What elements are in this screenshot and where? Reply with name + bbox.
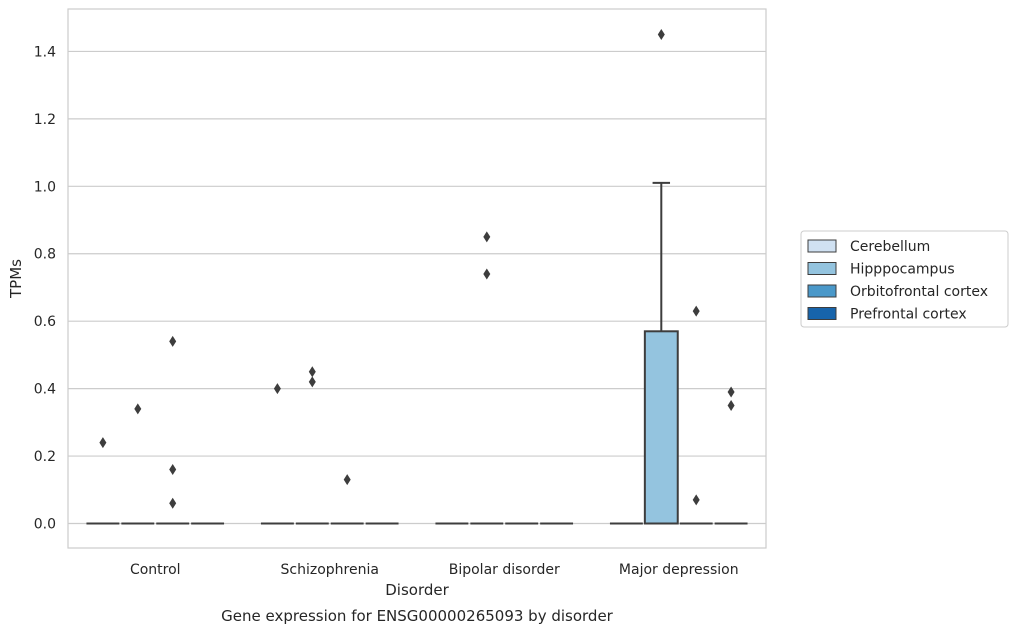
outlier-point [169,497,177,509]
box-hipppocampus [643,181,679,525]
outlier-point [343,474,351,486]
legend-swatch [807,307,837,320]
y-tick-label: 0.4 [34,382,56,398]
legend-label: Cerebellum [850,239,930,255]
outlier-point [692,305,700,317]
outlier-point [308,376,316,388]
legend-item: Hipppocampus [807,262,955,278]
outlier-point [99,437,107,449]
legend-item: Prefrontal cortex [807,307,967,323]
outlier-point [692,494,700,506]
legend: Cerebellum Hipppocampus Orbitofrontal cort… [800,230,1009,328]
legend-swatch [807,239,837,253]
y-tick-label: 0.6 [34,314,56,330]
x-tick-label: Schizophrenia [281,562,379,578]
outlier-point [483,268,491,280]
y-tick-label: 0.2 [34,449,56,465]
plot-area-frame [67,8,767,549]
legend-label: Orbitofrontal cortex [850,284,988,300]
gridlines [68,50,766,525]
box-series [86,181,748,525]
legend-label: Prefrontal cortex [850,307,967,323]
y-axis-title: TPMs [7,259,25,299]
legend-items: Cerebellum Hipppocampus Orbitofrontal cort… [807,239,988,323]
legend-swatch [807,262,837,275]
y-tick-label: 1.2 [34,112,56,128]
outlier-point [169,335,177,347]
y-tick-label: 0.8 [34,247,56,263]
legend-swatch [807,284,837,298]
legend-item: Cerebellum [807,239,930,255]
outlier-point [657,29,665,41]
x-axis-title: Disorder [385,581,449,599]
outlier-point [134,403,142,415]
y-tick-label: 0.0 [34,517,56,533]
outlier-point [727,399,735,411]
y-axis-ticks: 0.0 0.2 0.4 0.6 0.8 1.0 1.2 1.4 [34,44,56,532]
figure-caption: Gene expression for ENSG00000265093 by d… [221,607,614,625]
legend-label: Hipppocampus [850,262,955,278]
x-tick-label: Major depression [619,562,739,578]
y-tick-label: 1.0 [34,179,56,195]
outlier-point [483,231,491,243]
x-tick-label: Control [130,562,181,578]
box-iqr [643,330,679,525]
y-tick-label: 1.4 [34,44,56,60]
legend-item: Orbitofrontal cortex [807,284,988,300]
outlier-point [273,383,281,395]
outlier-points [99,29,735,509]
x-axis-ticks: Control Schizophrenia Bipolar disorder Majo… [130,562,739,578]
x-tick-label: Bipolar disorder [449,562,560,578]
outlier-point [727,386,735,398]
legend-frame [800,230,1009,328]
outlier-point [308,366,316,378]
outlier-point [169,464,177,476]
